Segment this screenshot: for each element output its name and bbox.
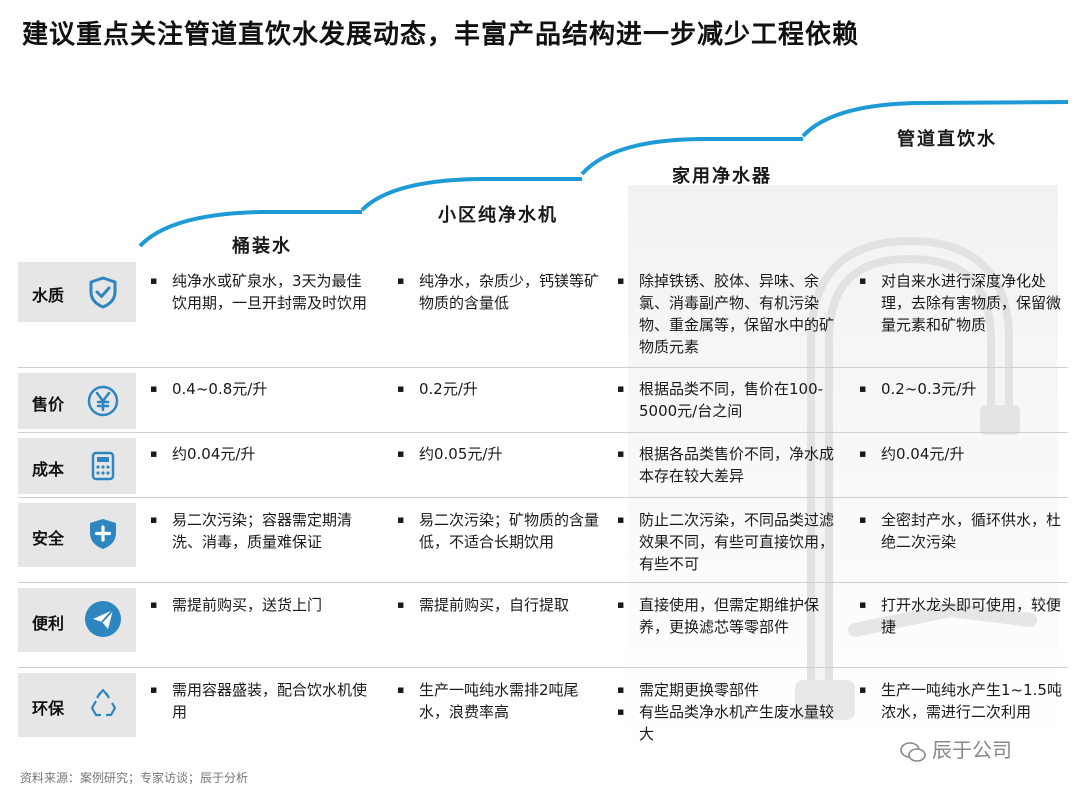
cell-cost-pipeline: 约0.04元/升 <box>857 443 1062 465</box>
cell-safety-barreled: 易二次污染；容器需定期清洗、消毒，质量难保证 <box>148 509 370 553</box>
row-divider <box>18 667 1068 668</box>
cell-bullet: 0.2元/升 <box>395 378 600 400</box>
cell-bullet: 有些品类净水机产生废水量较大 <box>615 701 845 745</box>
cell-bullet: 全密封产水，循环供水，杜绝二次污染 <box>857 509 1062 553</box>
cell-environment-home: 需定期更换零部件 有些品类净水机产生废水量较大 <box>615 679 845 745</box>
recycle-icon <box>90 688 117 717</box>
cell-bullet: 约0.05元/升 <box>395 443 600 465</box>
cell-environment-pipeline: 生产一吨纯水产生1~1.5吨浓水，需进行二次利用 <box>857 679 1062 723</box>
cell-bullet: 需提前购买，送货上门 <box>148 594 370 616</box>
cell-bullet: 除掉铁锈、胶体、异味、余氯、消毒副产物、有机污染物、重金属等，保留水中的矿物质元… <box>615 270 845 358</box>
row-label-cost: 成本 <box>18 438 136 494</box>
cell-bullet: 直接使用，但需定期维护保养，更换滤芯等零部件 <box>615 594 845 638</box>
row-label-water-quality: 水质 <box>18 262 136 322</box>
row-divider <box>18 367 1068 368</box>
cell-water-quality-barreled: 纯净水或矿泉水，3天为最佳饮用期，一旦开封需及时饮用 <box>148 270 370 314</box>
cell-cost-home: 根据各品类售价不同，净水成本存在较大差异 <box>615 443 845 487</box>
cell-environment-barreled: 需用容器盛装，配合饮水机使用 <box>148 679 370 723</box>
row-label-text: 水质 <box>32 286 65 305</box>
cell-convenience-pipeline: 打开水龙头即可使用，较便捷 <box>857 594 1062 638</box>
row-label-text: 环保 <box>32 699 65 718</box>
cell-cost-barreled: 约0.04元/升 <box>148 443 370 465</box>
cell-bullet: 易二次污染；矿物质的含量低，不适合长期饮用 <box>395 509 600 553</box>
cell-bullet: 纯净水或矿泉水，3天为最佳饮用期，一旦开封需及时饮用 <box>148 270 370 314</box>
row-label-safety: 安全 <box>18 503 136 567</box>
column-header-home-purifier: 家用净水器 <box>672 166 772 187</box>
shield-check-icon <box>89 276 117 309</box>
cell-price-home: 根据品类不同，售价在100-5000元/台之间 <box>615 378 845 422</box>
cell-bullet: 生产一吨纯水需排2吨尾水，浪费率高 <box>395 679 600 723</box>
cell-bullet: 防止二次污染，不同品类过滤效果不同，有些可直接饮用，有些不可 <box>615 509 845 575</box>
cell-water-quality-pipeline: 对自来水进行深度净化处理，去除有害物质，保留微量元素和矿物质 <box>857 270 1062 336</box>
column-header-barreled-water: 桶装水 <box>232 236 292 257</box>
column-header-community-water-machine: 小区纯净水机 <box>438 205 558 226</box>
cell-bullet: 0.2~0.3元/升 <box>857 378 1062 400</box>
watermark: 辰于公司 <box>900 734 1012 763</box>
row-label-price: 售价 <box>18 373 136 429</box>
cell-water-quality-community: 纯净水，杂质少，钙镁等矿物质的含量低 <box>395 270 600 314</box>
row-label-text: 安全 <box>32 529 65 548</box>
cell-environment-community: 生产一吨纯水需排2吨尾水，浪费率高 <box>395 679 600 723</box>
cell-safety-pipeline: 全密封产水，循环供水，杜绝二次污染 <box>857 509 1062 553</box>
column-header-pipeline-water: 管道直饮水 <box>897 129 997 150</box>
cell-price-pipeline: 0.2~0.3元/升 <box>857 378 1062 400</box>
row-label-text: 售价 <box>32 395 65 414</box>
shield-plus-icon <box>90 519 116 549</box>
cell-convenience-barreled: 需提前购买，送货上门 <box>148 594 370 616</box>
cell-bullet: 需用容器盛装，配合饮水机使用 <box>148 679 370 723</box>
row-label-text: 成本 <box>32 460 65 479</box>
cell-safety-community: 易二次污染；矿物质的含量低，不适合长期饮用 <box>395 509 600 553</box>
cell-bullet: 纯净水，杂质少，钙镁等矿物质的含量低 <box>395 270 600 314</box>
paper-plane-icon <box>85 601 121 637</box>
row-divider <box>18 582 1068 583</box>
page-title: 建议重点关注管道直饮水发展动态，丰富产品结构进一步减少工程依赖 <box>22 20 860 50</box>
cell-bullet: 约0.04元/升 <box>857 443 1062 465</box>
watermark-text: 辰于公司 <box>932 738 1012 762</box>
row-label-text: 便利 <box>32 614 65 633</box>
row-divider <box>18 432 1068 433</box>
cell-price-community: 0.2元/升 <box>395 378 600 400</box>
cell-cost-community: 约0.05元/升 <box>395 443 600 465</box>
wechat-icon <box>900 741 926 762</box>
cell-bullet: 根据各品类售价不同，净水成本存在较大差异 <box>615 443 845 487</box>
cell-safety-home: 防止二次污染，不同品类过滤效果不同，有些可直接饮用，有些不可 <box>615 509 845 575</box>
cell-bullet: 需定期更换零部件 <box>615 679 845 701</box>
row-label-environment: 环保 <box>18 673 136 737</box>
cell-convenience-home: 直接使用，但需定期维护保养，更换滤芯等零部件 <box>615 594 845 638</box>
row-label-convenience: 便利 <box>18 588 136 652</box>
cell-bullet: 约0.04元/升 <box>148 443 370 465</box>
source-note: 资料来源：案例研究；专家访谈；辰于分析 <box>20 771 249 785</box>
cell-bullet: 对自来水进行深度净化处理，去除有害物质，保留微量元素和矿物质 <box>857 270 1062 336</box>
cell-bullet: 生产一吨纯水产生1~1.5吨浓水，需进行二次利用 <box>857 679 1062 723</box>
cell-water-quality-home: 除掉铁锈、胶体、异味、余氯、消毒副产物、有机污染物、重金属等，保留水中的矿物质元… <box>615 270 845 358</box>
cell-convenience-community: 需提前购买，自行提取 <box>395 594 600 616</box>
cell-bullet: 易二次污染；容器需定期清洗、消毒，质量难保证 <box>148 509 370 553</box>
yuan-icon <box>87 385 119 417</box>
row-divider <box>18 497 1068 498</box>
cell-bullet: 0.4~0.8元/升 <box>148 378 370 400</box>
cell-price-barreled: 0.4~0.8元/升 <box>148 378 370 400</box>
cell-bullet: 打开水龙头即可使用，较便捷 <box>857 594 1062 638</box>
calculator-icon <box>91 451 115 481</box>
progression-curves <box>138 100 1069 248</box>
cell-bullet: 根据品类不同，售价在100-5000元/台之间 <box>615 378 845 422</box>
cell-bullet: 需提前购买，自行提取 <box>395 594 600 616</box>
